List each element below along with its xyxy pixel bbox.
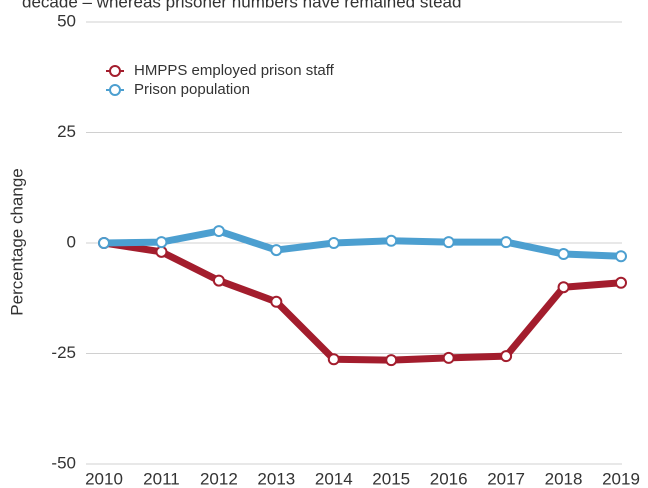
data-point: [155, 236, 168, 249]
data-point: [557, 248, 570, 261]
x-tick-label: 2010: [85, 469, 123, 488]
data-point: [270, 244, 283, 257]
y-tick-label: 50: [57, 11, 76, 30]
data-point: [385, 354, 398, 367]
y-tick-label: 25: [57, 122, 76, 141]
data-point: [500, 350, 513, 363]
data-point: [98, 237, 110, 249]
data-point: [615, 250, 627, 263]
x-tick-label: 2015: [372, 469, 410, 488]
y-axis-label: Percentage change: [7, 168, 26, 315]
data-point: [327, 237, 340, 249]
x-tick-label: 2011: [143, 469, 180, 488]
series-line: [103, 227, 622, 260]
legend-marker: [109, 65, 121, 77]
data-point: [385, 234, 398, 247]
data-point: [212, 225, 225, 238]
x-tick-label: 2019: [602, 469, 640, 488]
x-tick-label: 2013: [257, 469, 295, 488]
legend-label: HMPPS employed prison staff: [134, 62, 335, 79]
x-tick-label: 2016: [430, 469, 468, 488]
data-point: [557, 281, 570, 294]
data-point: [270, 295, 283, 308]
legend-marker: [109, 84, 121, 96]
series-line: [103, 239, 622, 364]
chart-title: decade – whereas prisoner numbers have r…: [22, 0, 461, 11]
data-point: [212, 274, 225, 287]
data-point: [442, 236, 455, 249]
x-tick-label: 2014: [315, 469, 353, 488]
data-point: [442, 351, 455, 364]
y-tick-label: -25: [51, 343, 76, 362]
y-tick-label: -50: [51, 453, 76, 472]
data-point: [155, 245, 168, 258]
x-tick-label: 2012: [200, 469, 238, 488]
x-tick-label: 2017: [487, 469, 525, 488]
y-tick-label: 0: [67, 232, 76, 251]
data-point: [327, 353, 340, 366]
x-tick-label: 2018: [545, 469, 583, 488]
data-point: [615, 276, 627, 289]
data-point: [500, 236, 513, 249]
legend-label: Prison population: [134, 81, 250, 98]
